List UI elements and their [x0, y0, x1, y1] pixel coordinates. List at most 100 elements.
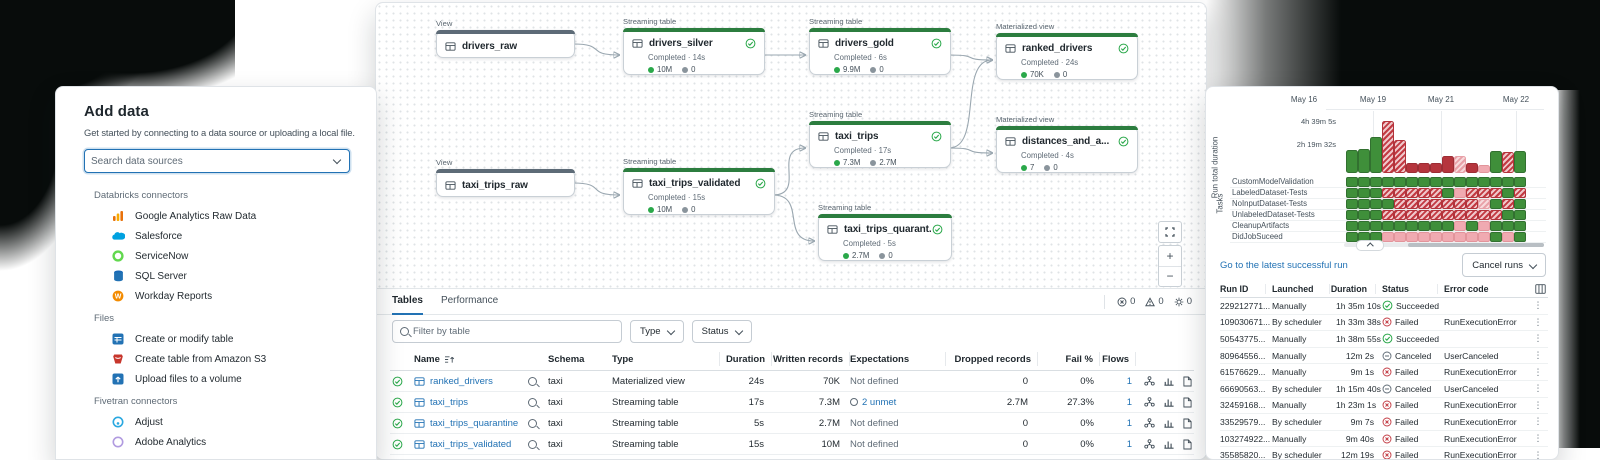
task-cell[interactable] [1514, 210, 1526, 220]
task-cell[interactable] [1490, 188, 1502, 198]
run-row-109030671[interactable]: 109030671... By scheduler 1h 33m 38s Failed… [1220, 315, 1548, 332]
task-cell[interactable] [1454, 210, 1466, 220]
pipeline-node-taxi_trips_validated[interactable]: taxi_trips_validated Completed · 15s 10M 0 [623, 168, 775, 215]
flows-cell[interactable]: 1 [1126, 438, 1132, 450]
task-cell[interactable] [1502, 221, 1514, 231]
task-cell[interactable] [1418, 199, 1430, 209]
connector-item-create-or-modify-table[interactable]: Create or modify table [56, 329, 376, 349]
task-cell[interactable] [1514, 221, 1526, 231]
task-cell[interactable] [1490, 199, 1502, 209]
task-cell[interactable] [1514, 177, 1526, 187]
connector-item-google-analytics-raw-data[interactable]: Google Analytics Raw Data [56, 206, 376, 226]
task-cell[interactable] [1406, 232, 1418, 242]
task-cell[interactable] [1514, 199, 1526, 209]
connector-item-workday-reports[interactable]: W Workday Reports [56, 286, 376, 306]
chart-scrollbar-thumb[interactable] [1408, 243, 1544, 247]
table-row-taxi-trips-validated[interactable]: taxi_trips_validated taxi Streaming table 1… [390, 434, 1194, 455]
run-row-66690563[interactable]: 66690563... By scheduler 1h 15m 40s Cancele… [1220, 381, 1548, 398]
task-cell[interactable] [1406, 177, 1418, 187]
task-cell[interactable] [1466, 232, 1478, 242]
task-cell[interactable] [1442, 188, 1454, 198]
task-cell[interactable] [1358, 177, 1370, 187]
flows-cell[interactable]: 1 [1126, 396, 1132, 408]
run-bar-12[interactable] [1478, 165, 1490, 173]
task-cell[interactable] [1418, 177, 1430, 187]
kebab-menu-icon[interactable]: ⋮ [1533, 366, 1543, 377]
task-cell[interactable] [1502, 199, 1514, 209]
metrics-icon[interactable] [1164, 376, 1174, 387]
tab-performance[interactable]: Performance [440, 295, 499, 306]
zoom-in-button[interactable]: + [1159, 246, 1181, 267]
kebab-menu-icon[interactable]: ⋮ [1533, 300, 1543, 311]
pipeline-node-drivers_raw[interactable]: drivers_raw [436, 30, 575, 58]
task-cell[interactable] [1454, 232, 1466, 242]
fullscreen-button[interactable] [1158, 221, 1182, 243]
run-bar-11[interactable] [1466, 163, 1478, 173]
task-cell[interactable] [1418, 210, 1430, 220]
task-cell[interactable] [1502, 177, 1514, 187]
task-cell[interactable] [1382, 232, 1394, 242]
task-cell[interactable] [1394, 210, 1406, 220]
cancel-runs-button[interactable]: Cancel runs [1462, 253, 1546, 277]
task-cell[interactable] [1442, 177, 1454, 187]
pipeline-node-taxi_trips[interactable]: taxi_trips Completed · 17s 7.3M 2.7M [809, 121, 951, 168]
search-input[interactable] [85, 155, 334, 167]
task-cell[interactable] [1478, 221, 1490, 231]
task-cell[interactable] [1358, 188, 1370, 198]
table-row-taxi-trips[interactable]: taxi_trips taxi Streaming table 17s 7.3M 2 un… [390, 392, 1194, 413]
pipeline-node-drivers_gold[interactable]: drivers_gold Completed · 6s 9.9M 0 [809, 28, 951, 75]
kebab-menu-icon[interactable]: ⋮ [1533, 433, 1543, 444]
task-cell[interactable] [1442, 210, 1454, 220]
run-row-80964556[interactable]: 80964556... Manually 12m 2s Canceled UserCan… [1220, 348, 1548, 365]
document-icon[interactable] [1183, 397, 1192, 408]
task-cell[interactable] [1442, 199, 1454, 209]
pipeline-node-taxi_trips_quarantine[interactable]: taxi_trips_quarant... Completed · 5s 2.7M 0 [818, 214, 952, 261]
task-cell[interactable] [1406, 210, 1418, 220]
task-cell[interactable] [1406, 199, 1418, 209]
task-cell[interactable] [1478, 199, 1490, 209]
kebab-menu-icon[interactable]: ⋮ [1533, 383, 1543, 394]
pipeline-node-ranked_drivers[interactable]: ranked_drivers Completed · 24s 70K 0 [996, 33, 1138, 80]
task-cell[interactable] [1502, 232, 1514, 242]
task-cell[interactable] [1358, 221, 1370, 231]
task-cell[interactable] [1370, 199, 1382, 209]
dag-canvas[interactable]: + − View drivers_raw Streaming table driver… [376, 3, 1206, 288]
expectations-link[interactable]: 2 unmet [862, 396, 897, 408]
task-cell[interactable] [1370, 177, 1382, 187]
run-bar-3[interactable] [1370, 137, 1382, 173]
search-icon[interactable] [528, 439, 537, 449]
table-filter-box[interactable] [392, 320, 622, 343]
task-cell[interactable] [1466, 188, 1478, 198]
task-cell[interactable] [1370, 210, 1382, 220]
flows-cell[interactable]: 1 [1126, 375, 1132, 387]
task-cell[interactable] [1430, 221, 1442, 231]
task-cell[interactable] [1346, 188, 1358, 198]
task-cell[interactable] [1430, 188, 1442, 198]
document-icon[interactable] [1183, 418, 1192, 429]
table-name-link[interactable]: taxi_trips_validated [430, 438, 512, 450]
task-cell[interactable] [1394, 177, 1406, 187]
latest-successful-run-link[interactable]: Go to the latest successful run [1220, 259, 1348, 271]
task-cell[interactable] [1394, 221, 1406, 231]
table-name-link[interactable]: taxi_trips_quarantine [430, 417, 519, 429]
run-bar-14[interactable] [1502, 152, 1514, 173]
task-cell[interactable] [1490, 221, 1502, 231]
connector-item-salesforce[interactable]: Salesforce [56, 226, 376, 246]
table-row-ranked-drivers[interactable]: ranked_drivers taxi Materialized view 24s 70… [390, 371, 1194, 392]
pipeline-icon[interactable] [1144, 417, 1155, 429]
pipeline-node-distances[interactable]: distances_and_a... Completed · 4s 7 0 [996, 126, 1138, 173]
tab-tables[interactable]: Tables [392, 288, 423, 315]
run-bar-13[interactable] [1490, 151, 1502, 173]
task-cell[interactable] [1502, 210, 1514, 220]
task-cell[interactable] [1490, 177, 1502, 187]
task-cell[interactable] [1454, 177, 1466, 187]
type-filter-dropdown[interactable]: Type [630, 320, 684, 343]
task-cell[interactable] [1382, 221, 1394, 231]
connector-item-create-table-from-amazon-s3[interactable]: Create table from Amazon S3 [56, 349, 376, 369]
task-cell[interactable] [1394, 188, 1406, 198]
task-cell[interactable] [1442, 221, 1454, 231]
search-icon[interactable] [528, 376, 537, 386]
run-bar-2[interactable] [1358, 149, 1370, 173]
task-cell[interactable] [1466, 177, 1478, 187]
task-cell[interactable] [1466, 199, 1478, 209]
